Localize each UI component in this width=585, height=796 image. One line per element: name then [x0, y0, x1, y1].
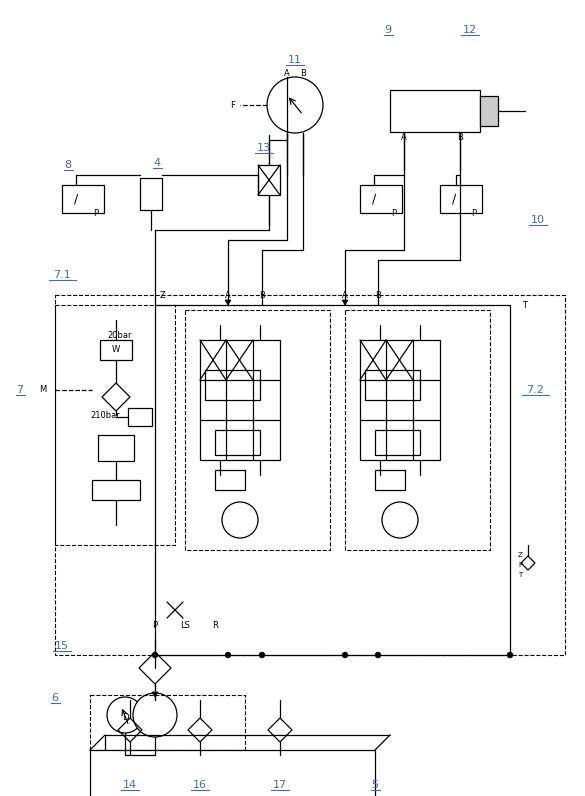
Text: 10: 10 — [531, 215, 545, 225]
Text: R: R — [212, 621, 218, 630]
Bar — [215, 470, 245, 490]
Text: 12: 12 — [463, 25, 477, 35]
Bar — [98, 435, 134, 461]
Polygon shape — [342, 300, 348, 305]
Text: /: / — [74, 193, 78, 205]
Text: 210bar: 210bar — [90, 411, 120, 419]
Bar — [128, 408, 152, 426]
Bar — [375, 430, 420, 455]
Circle shape — [225, 653, 230, 657]
Text: B: B — [300, 68, 306, 77]
Text: 7.1: 7.1 — [53, 270, 71, 280]
Text: B: B — [375, 291, 381, 299]
Text: P: P — [518, 562, 522, 568]
Text: Z: Z — [160, 291, 166, 299]
Text: 16: 16 — [193, 780, 207, 790]
Text: T: T — [522, 301, 528, 310]
Text: 11: 11 — [288, 55, 302, 65]
Text: 7: 7 — [16, 385, 23, 395]
Text: B: B — [457, 134, 463, 142]
Text: T: T — [518, 572, 522, 578]
Circle shape — [260, 653, 264, 657]
Polygon shape — [152, 692, 158, 697]
Circle shape — [382, 502, 418, 538]
Bar — [215, 430, 260, 455]
Bar — [140, 178, 162, 210]
Circle shape — [508, 653, 512, 657]
Text: 15: 15 — [55, 641, 69, 651]
Polygon shape — [225, 300, 231, 305]
Circle shape — [342, 653, 347, 657]
Bar — [185, 310, 330, 550]
Bar — [90, 695, 245, 750]
Bar — [90, 750, 375, 796]
Text: 8: 8 — [64, 160, 71, 170]
Circle shape — [267, 77, 323, 133]
Bar — [360, 185, 402, 213]
Text: A: A — [401, 134, 407, 142]
Bar — [360, 340, 440, 460]
Text: D: D — [122, 712, 128, 721]
Text: A: A — [284, 68, 290, 77]
Text: /: / — [372, 193, 376, 205]
Text: B: B — [259, 291, 265, 299]
Bar — [92, 480, 140, 500]
Text: LS: LS — [180, 621, 190, 630]
Text: 6: 6 — [51, 693, 58, 703]
Text: /: / — [452, 193, 456, 205]
Circle shape — [222, 502, 258, 538]
Text: W: W — [112, 345, 120, 354]
Text: P: P — [391, 209, 397, 217]
Bar — [375, 470, 405, 490]
Circle shape — [107, 697, 143, 733]
Text: 17: 17 — [273, 780, 287, 790]
Text: 14: 14 — [123, 780, 137, 790]
Text: P: P — [153, 621, 157, 630]
Bar — [200, 340, 280, 460]
Bar — [365, 370, 420, 400]
Bar — [345, 310, 490, 550]
Text: A: A — [342, 291, 348, 299]
Bar — [55, 305, 175, 545]
Text: P: P — [94, 209, 98, 217]
Text: A: A — [225, 291, 231, 299]
Text: P: P — [472, 209, 477, 217]
Bar — [62, 185, 104, 213]
Text: Z: Z — [518, 552, 522, 558]
Text: M: M — [39, 385, 47, 395]
Text: 4: 4 — [153, 158, 160, 168]
Bar — [205, 370, 260, 400]
Text: 13: 13 — [257, 143, 271, 153]
Text: F: F — [230, 100, 235, 110]
Bar — [440, 185, 482, 213]
Bar — [258, 165, 280, 195]
Bar — [480, 96, 498, 126]
Text: 9: 9 — [384, 25, 391, 35]
Text: 20bar: 20bar — [108, 330, 132, 340]
Text: 5: 5 — [371, 780, 378, 790]
Bar — [390, 90, 480, 132]
Circle shape — [133, 693, 177, 737]
Bar — [100, 340, 132, 360]
Text: 7.2: 7.2 — [526, 385, 544, 395]
Circle shape — [376, 653, 380, 657]
Circle shape — [153, 653, 157, 657]
Bar — [55, 295, 565, 655]
